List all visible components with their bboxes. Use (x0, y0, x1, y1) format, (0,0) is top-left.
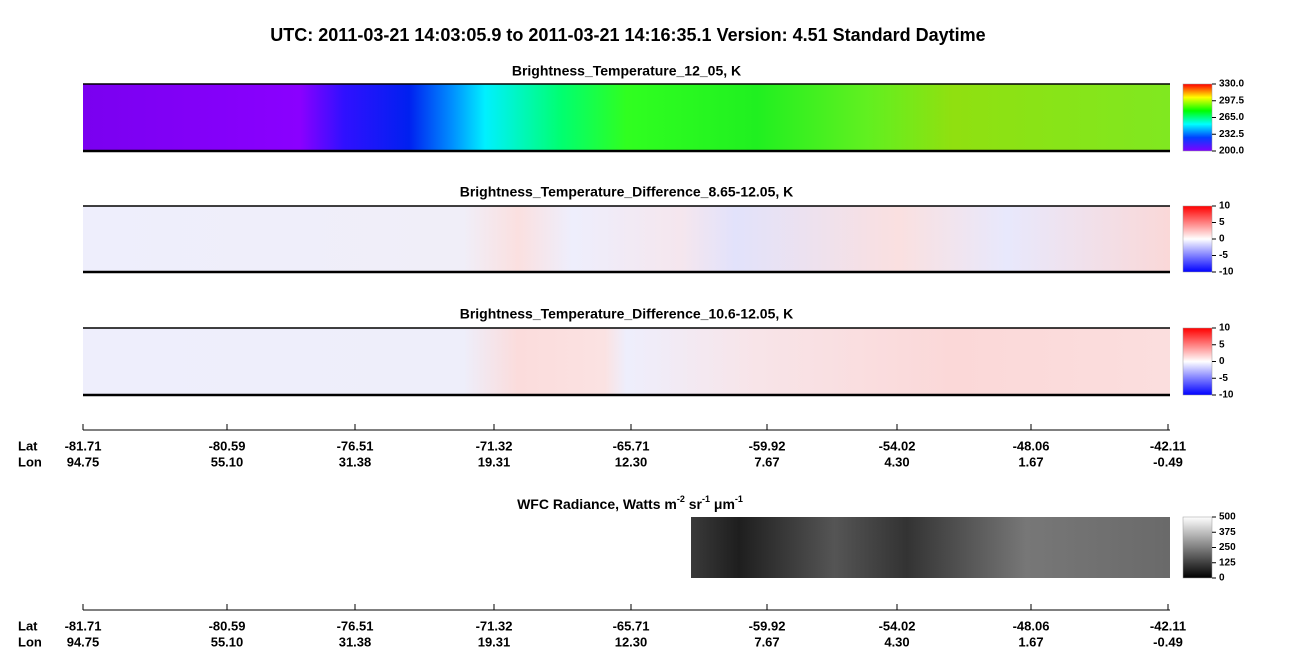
colorbar-label: 330.0 (1219, 79, 1244, 90)
lon-label: Lon (18, 454, 42, 469)
panel-image (83, 328, 1170, 395)
lat-value: -71.32 (476, 618, 513, 633)
lon-value: 1.67 (1018, 454, 1043, 469)
lon-value: 7.67 (754, 454, 779, 469)
colorbar-label: 0 (1219, 356, 1225, 367)
panel-image (691, 517, 1170, 578)
lat-value: -42.11 (1150, 618, 1186, 633)
colorbar-label: 200.0 (1219, 146, 1244, 157)
lat-value: -71.32 (476, 438, 513, 453)
lat-value: -48.06 (1013, 438, 1050, 453)
lon-value: 7.67 (754, 634, 779, 649)
lat-value: -65.71 (613, 438, 650, 453)
colorbar-label: 232.5 (1219, 129, 1244, 140)
lat-label: Lat (18, 438, 38, 453)
lat-value: -80.59 (209, 438, 246, 453)
colorbar-label: 250 (1219, 542, 1236, 553)
colorbar-label: 375 (1219, 527, 1236, 538)
colorbar-label: 125 (1219, 557, 1236, 568)
lat-value: -59.92 (749, 438, 786, 453)
page-title: UTC: 2011-03-21 14:03:05.9 to 2011-03-21… (270, 25, 985, 45)
lat-value: -48.06 (1013, 618, 1050, 633)
panel-image (83, 84, 1170, 151)
lat-value: -81.71 (65, 438, 102, 453)
lat-value: -59.92 (749, 618, 786, 633)
colorbar-label: 500 (1219, 512, 1236, 523)
lon-value: 4.30 (884, 454, 909, 469)
panel-title: Brightness_Temperature_12_05, K (512, 63, 741, 79)
lon-value: 4.30 (884, 634, 909, 649)
lon-value: 12.30 (615, 634, 648, 649)
lat-value: -76.51 (337, 618, 374, 633)
colorbar-label: -5 (1219, 250, 1228, 261)
superscript: -2 (677, 494, 685, 504)
title-part: WFC Radiance, Watts m (517, 496, 677, 512)
colorbar (1182, 83, 1213, 152)
lon-value: 94.75 (67, 634, 100, 649)
colorbar-label: -5 (1219, 373, 1228, 384)
lat-value: -81.71 (65, 618, 102, 633)
superscript: -1 (702, 494, 710, 504)
lat-label: Lat (18, 618, 38, 633)
lon-value: 55.10 (211, 634, 244, 649)
colorbar-label: 265.0 (1219, 112, 1244, 123)
colorbar-label: 10 (1219, 323, 1231, 334)
title-part: sr (685, 496, 703, 512)
lon-value: 94.75 (67, 454, 100, 469)
colorbar (1182, 327, 1213, 396)
title-part: μm (710, 496, 735, 512)
lat-value: -42.11 (1150, 438, 1186, 453)
panel-title: Brightness_Temperature_Difference_10.6-1… (460, 306, 794, 322)
colorbar-label: 5 (1219, 339, 1225, 350)
lat-value: -65.71 (613, 618, 650, 633)
lon-value: 31.38 (339, 634, 372, 649)
lat-value: -76.51 (337, 438, 374, 453)
panel-title: Brightness_Temperature_Difference_8.65-1… (460, 184, 794, 200)
panel-title: WFC Radiance, Watts m-2 sr-1 μm-1 (517, 494, 743, 511)
panel-image (83, 206, 1170, 272)
lon-value: 19.31 (478, 634, 511, 649)
colorbar-label: -10 (1219, 390, 1234, 401)
colorbar-label: 5 (1219, 217, 1225, 228)
lon-value: -0.49 (1153, 454, 1183, 469)
lon-label: Lon (18, 634, 42, 649)
colorbar-label: 0 (1219, 573, 1225, 584)
colorbar (1182, 516, 1213, 579)
lon-value: 31.38 (339, 454, 372, 469)
superscript: -1 (735, 494, 743, 504)
colorbar (1182, 205, 1213, 273)
lat-value: -54.02 (879, 618, 916, 633)
lat-value: -54.02 (879, 438, 916, 453)
colorbar-label: 297.5 (1219, 95, 1244, 106)
lon-value: 1.67 (1018, 634, 1043, 649)
colorbar-label: 0 (1219, 234, 1225, 245)
lon-value: 55.10 (211, 454, 244, 469)
lon-value: 19.31 (478, 454, 511, 469)
lat-value: -80.59 (209, 618, 246, 633)
colorbar-label: 10 (1219, 201, 1231, 212)
lon-value: 12.30 (615, 454, 648, 469)
colorbar-label: -10 (1219, 267, 1234, 278)
lon-value: -0.49 (1153, 634, 1183, 649)
